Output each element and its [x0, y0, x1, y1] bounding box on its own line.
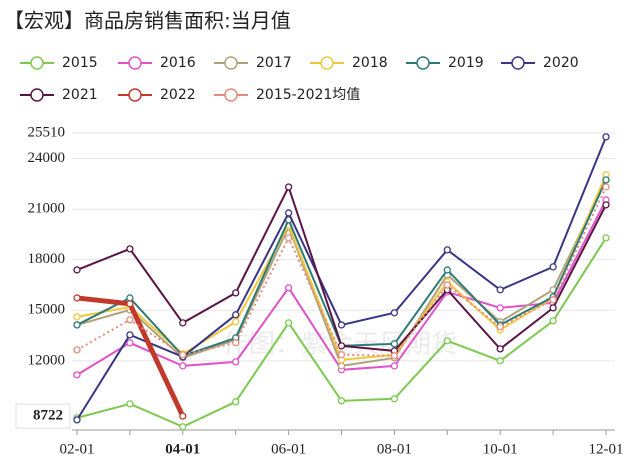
point — [549, 263, 557, 271]
point — [179, 351, 187, 359]
point — [232, 311, 240, 319]
y-tick-label: 18000 — [28, 251, 66, 267]
series-line — [76, 136, 607, 421]
y-tick-label: 15000 — [28, 302, 66, 318]
x-tick-label: 10-01 — [483, 441, 518, 457]
point — [337, 362, 346, 370]
legend-marker — [128, 88, 142, 102]
point — [496, 323, 504, 331]
point — [496, 304, 504, 312]
legend-marker — [224, 88, 238, 102]
legend-marker — [224, 56, 238, 70]
legend-label: 2017 — [256, 55, 292, 71]
y-tick-label: 12000 — [28, 352, 66, 368]
point — [284, 319, 293, 327]
legend-marker — [128, 56, 142, 70]
point — [443, 281, 451, 289]
legend-label: 2019 — [448, 55, 484, 71]
point — [602, 133, 610, 141]
point — [232, 318, 240, 326]
legend-marker — [416, 56, 430, 70]
point — [390, 352, 399, 360]
point — [179, 412, 187, 420]
point — [126, 316, 134, 324]
y-tick-label: 21000 — [28, 201, 66, 217]
point — [179, 319, 187, 327]
point — [602, 176, 610, 184]
legend-marker — [320, 56, 334, 70]
legend-label: 2018 — [352, 55, 388, 71]
point — [390, 362, 399, 370]
point — [337, 397, 346, 405]
point — [126, 331, 134, 339]
point — [284, 183, 293, 191]
point — [443, 337, 451, 345]
legend-marker — [511, 56, 525, 70]
x-tick-label: 04-01 — [165, 441, 200, 457]
point — [232, 339, 240, 347]
chart-title: 【宏观】商品房销售面积:当月值 — [4, 9, 291, 33]
point — [73, 294, 81, 302]
point — [443, 246, 451, 254]
legend-label: 2015-2021均值 — [256, 87, 360, 103]
point — [73, 266, 81, 274]
point — [179, 423, 187, 431]
point — [602, 234, 610, 242]
point — [126, 300, 134, 308]
marker-label: 8722 — [33, 408, 63, 424]
point — [179, 362, 187, 370]
point — [337, 342, 346, 350]
legend-marker — [30, 88, 44, 102]
legend-label: 2020 — [543, 55, 579, 71]
y-tick-label: 24000 — [28, 150, 66, 166]
x-tick-label: 12-01 — [589, 441, 624, 457]
point — [284, 209, 293, 217]
point — [496, 286, 504, 294]
point — [126, 294, 134, 302]
point — [496, 357, 504, 365]
point — [602, 183, 610, 191]
point — [390, 395, 399, 403]
point — [232, 398, 240, 406]
point — [284, 234, 293, 242]
point — [496, 345, 504, 353]
point — [232, 289, 240, 297]
legend-label: 2016 — [160, 55, 196, 71]
point — [73, 416, 81, 424]
x-tick-label: 06-01 — [271, 441, 306, 457]
legend-label: 2015 — [62, 55, 98, 71]
marker-box — [15, 403, 71, 429]
point — [337, 351, 346, 359]
point — [284, 284, 293, 292]
point — [73, 313, 81, 321]
point — [73, 321, 81, 329]
x-tick-label: 08-01 — [377, 441, 412, 457]
legend-label: 2021 — [62, 87, 98, 103]
point — [549, 317, 557, 325]
point — [73, 371, 81, 379]
point — [73, 346, 81, 354]
point — [390, 340, 399, 348]
series-line — [76, 295, 186, 418]
point — [126, 339, 134, 347]
point — [549, 296, 557, 304]
legend-label: 2022 — [160, 87, 196, 103]
point — [126, 245, 134, 253]
point — [443, 266, 451, 274]
legend-marker — [30, 56, 44, 70]
y-tick-label: 25510 — [28, 124, 66, 140]
point — [602, 201, 610, 209]
point — [232, 358, 240, 366]
x-tick-label: 02-01 — [60, 441, 95, 457]
point — [337, 321, 346, 329]
point — [549, 304, 557, 312]
point — [390, 309, 399, 317]
point — [126, 400, 134, 408]
